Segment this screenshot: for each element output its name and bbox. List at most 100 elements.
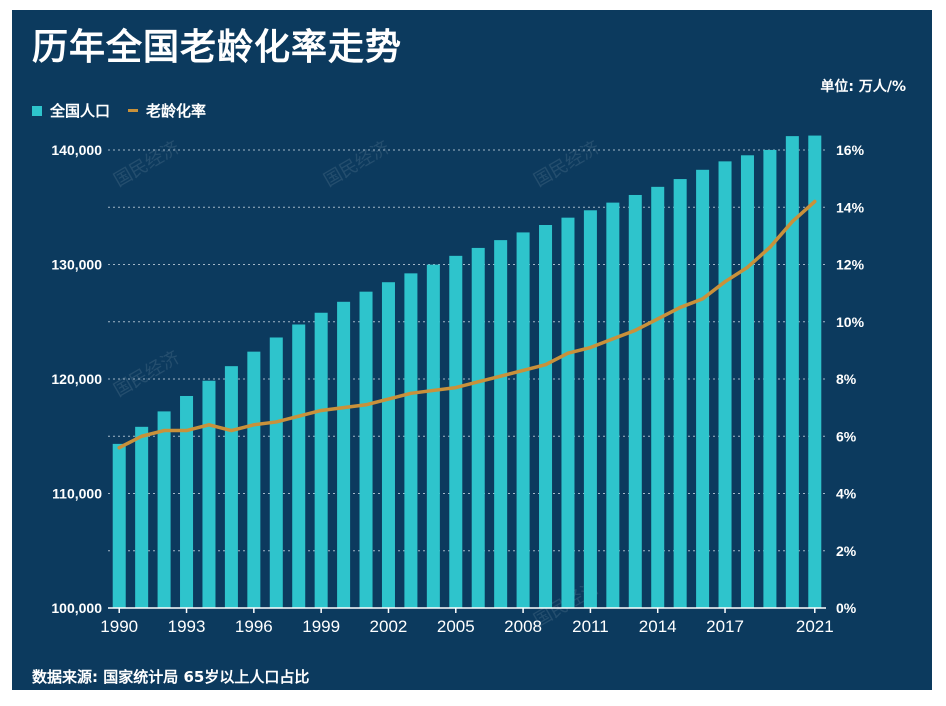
unit-label: 单位: 万人/% — [820, 79, 906, 95]
left-tick-label: 120,000 — [51, 371, 102, 387]
aging-point-2021 — [813, 199, 817, 204]
aging-point-2013 — [633, 328, 637, 332]
x-tick-label: 1999 — [302, 617, 340, 636]
aging-point-2002 — [386, 397, 391, 401]
bar-1996 — [247, 351, 261, 608]
aging-point-1999 — [319, 408, 323, 413]
bar-2018 — [740, 155, 754, 608]
population-swatch-icon — [32, 105, 42, 116]
footer-divider — [28, 690, 906, 692]
page-title: 历年全国老龄化率走势 — [32, 27, 403, 68]
aging-point-1994 — [207, 423, 211, 427]
bar-2001 — [359, 291, 373, 608]
aging-point-2004 — [431, 388, 435, 393]
bar-2009 — [539, 224, 553, 608]
bar-2007 — [494, 240, 508, 608]
right-tick-label: 14% — [836, 199, 865, 215]
right-tick-label: 4% — [836, 486, 857, 502]
x-tick-label: 2014 — [639, 617, 677, 636]
x-tick-label: 2008 — [504, 617, 542, 636]
right-tick-label: 2% — [836, 543, 857, 559]
bar-1999 — [314, 312, 328, 608]
x-tick-label: 2002 — [370, 617, 408, 636]
aging-point-2005 — [454, 385, 458, 390]
bar-2019 — [763, 149, 777, 608]
aging-point-2017 — [723, 280, 727, 284]
aging-point-2015 — [678, 305, 682, 310]
right-tick-label: 12% — [836, 257, 865, 273]
bar-1995 — [224, 366, 238, 608]
left-tick-label: 110,000 — [52, 486, 102, 502]
bar-1998 — [292, 324, 306, 608]
bar-2008 — [516, 232, 530, 608]
legend-item-population: 全国人口 — [32, 100, 110, 121]
x-tick-label: 1993 — [168, 617, 206, 636]
aging-point-1990 — [117, 446, 121, 450]
left-tick-label: 140,000 — [51, 142, 102, 158]
aging-point-2008 — [521, 368, 525, 373]
aging-point-2006 — [476, 380, 480, 384]
right-tick-label: 0% — [836, 600, 857, 616]
bar-2013 — [628, 194, 642, 609]
bar-2014 — [651, 186, 665, 608]
bar-2021 — [808, 135, 822, 608]
aging-point-1997 — [274, 420, 278, 424]
bar-2011 — [583, 210, 597, 609]
aging-point-2012 — [611, 337, 615, 341]
aging-point-2007 — [499, 374, 503, 378]
bar-2012 — [606, 202, 620, 608]
bar-1993 — [180, 395, 194, 608]
left-tick-label: 100,000 — [51, 600, 102, 616]
bar-2005 — [449, 255, 463, 608]
x-tick-label: 1990 — [100, 617, 138, 636]
x-tick-label: 2017 — [706, 617, 744, 636]
aging-rate-line — [117, 199, 817, 450]
x-tick-label: 2005 — [437, 617, 475, 636]
aging-point-1995 — [229, 428, 234, 433]
bar-2004 — [426, 264, 440, 608]
bar-1994 — [202, 380, 216, 608]
bar-2003 — [404, 273, 418, 608]
bar-2020 — [785, 136, 799, 608]
legend-aging-label: 老龄化率 — [146, 102, 207, 120]
bar-2002 — [381, 282, 395, 608]
right-tick-label: 8% — [836, 371, 857, 387]
aging-point-2001 — [364, 403, 368, 407]
source-note: 数据来源: 国家统计局 65岁以上人口占比 — [32, 668, 310, 686]
aging-point-2010 — [566, 351, 570, 355]
x-tick-label: 2021 — [796, 617, 834, 636]
aging-point-2011 — [588, 345, 593, 350]
aging-point-2020 — [790, 219, 794, 224]
right-tick-label: 10% — [836, 314, 865, 330]
aging-point-1998 — [297, 414, 301, 418]
bar-1991 — [135, 426, 149, 608]
bar-2010 — [561, 217, 575, 608]
bar-1997 — [269, 337, 283, 608]
right-tick-label: 6% — [836, 428, 857, 444]
x-tick-label: 1996 — [235, 617, 273, 636]
legend-item-aging: 老龄化率 — [128, 100, 206, 121]
bar-2015 — [673, 179, 687, 608]
bar-2016 — [696, 169, 710, 608]
aging-point-2014 — [656, 317, 660, 321]
right-tick-label: 16% — [836, 142, 865, 158]
aging-point-2018 — [745, 265, 750, 269]
aging-point-1991 — [140, 434, 144, 438]
aging-point-2009 — [543, 363, 548, 367]
x-tick-label: 2011 — [572, 617, 609, 636]
aging-point-2003 — [409, 391, 413, 395]
aging-point-2016 — [700, 297, 705, 301]
aging-point-2019 — [768, 245, 772, 249]
bar-2000 — [337, 301, 351, 608]
bar-2017 — [718, 161, 732, 608]
bar-2006 — [471, 247, 485, 608]
chart-legend: 全国人口 老龄化率 — [32, 100, 206, 121]
aging-point-1993 — [184, 428, 189, 433]
aging-point-2000 — [341, 406, 346, 410]
bar-1992 — [157, 411, 171, 608]
aging-point-1996 — [252, 423, 256, 427]
legend-population-label: 全国人口 — [50, 102, 111, 120]
aging-point-1992 — [162, 428, 166, 433]
left-tick-label: 130,000 — [51, 257, 102, 273]
